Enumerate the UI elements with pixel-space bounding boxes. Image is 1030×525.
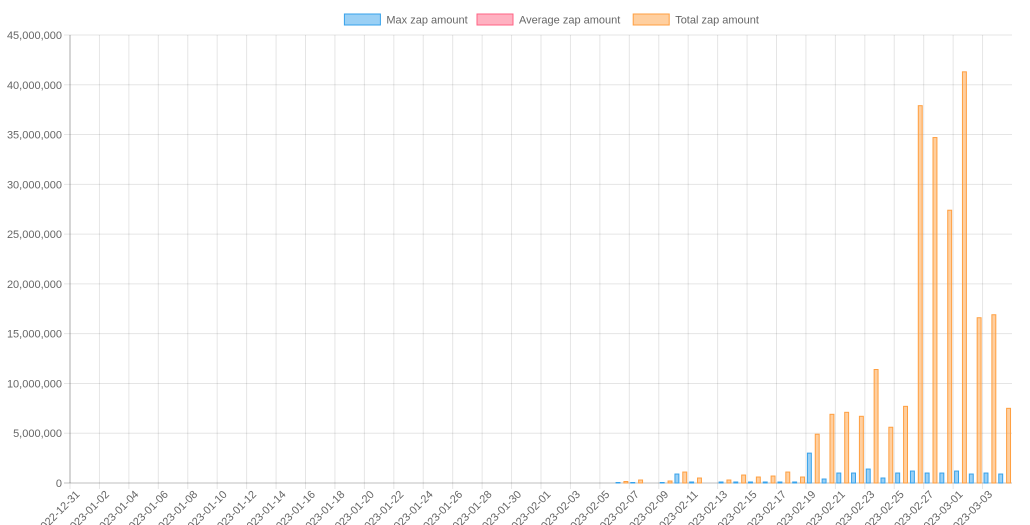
bar [917, 105, 923, 484]
bar [689, 481, 695, 484]
bar [1006, 407, 1012, 484]
bar [909, 470, 915, 484]
bar [770, 475, 776, 484]
bar [991, 314, 997, 484]
legend-label: Total zap amount [675, 15, 759, 27]
bar [961, 71, 967, 484]
bar [932, 137, 938, 484]
bar [983, 472, 989, 484]
y-tick-label: 40,000,000 [7, 80, 62, 92]
bar [682, 471, 688, 484]
bar [880, 477, 886, 484]
bar [998, 473, 1004, 484]
bar [785, 471, 791, 484]
legend-swatch [632, 13, 670, 26]
bar [667, 480, 673, 484]
bar [895, 472, 901, 484]
y-tick-label: 0 [56, 478, 62, 490]
bar [968, 473, 974, 484]
y-tick-label: 45,000,000 [7, 30, 62, 42]
legend-label: Average zap amount [519, 15, 620, 27]
legend-swatch [343, 13, 381, 26]
bar [873, 369, 879, 484]
bar [888, 426, 894, 484]
bar [726, 479, 732, 484]
bar [792, 481, 798, 484]
bar [800, 476, 805, 484]
y-tick-label: 35,000,000 [7, 130, 62, 142]
y-tick-label: 20,000,000 [7, 279, 62, 291]
bar [697, 477, 702, 484]
bar [924, 472, 930, 484]
bar [814, 433, 820, 484]
bar [851, 472, 856, 484]
bar [638, 479, 644, 484]
y-tick-label: 10,000,000 [7, 378, 62, 390]
bar [865, 468, 871, 484]
bar [718, 481, 724, 484]
y-tick-label: 30,000,000 [7, 179, 62, 191]
bar [903, 405, 908, 484]
bar [858, 415, 864, 484]
bar [806, 452, 812, 484]
bar [821, 478, 827, 484]
bar [844, 411, 850, 484]
bar [623, 481, 629, 484]
legend-label: Max zap amount [386, 15, 467, 27]
bar [748, 481, 753, 484]
y-tick-label: 15,000,000 [7, 329, 62, 341]
bar [741, 474, 747, 484]
bar [976, 317, 982, 484]
bar [939, 472, 945, 484]
bar [836, 472, 842, 484]
bar [674, 473, 680, 484]
bar [762, 481, 768, 484]
bar [777, 481, 783, 484]
bar [954, 470, 960, 484]
y-tick-label: 25,000,000 [7, 229, 62, 241]
bar [733, 481, 739, 484]
bar [755, 476, 761, 484]
bar [947, 209, 953, 484]
y-tick-label: 5,000,000 [13, 428, 62, 440]
bar [829, 413, 835, 484]
legend-swatch [476, 13, 514, 26]
